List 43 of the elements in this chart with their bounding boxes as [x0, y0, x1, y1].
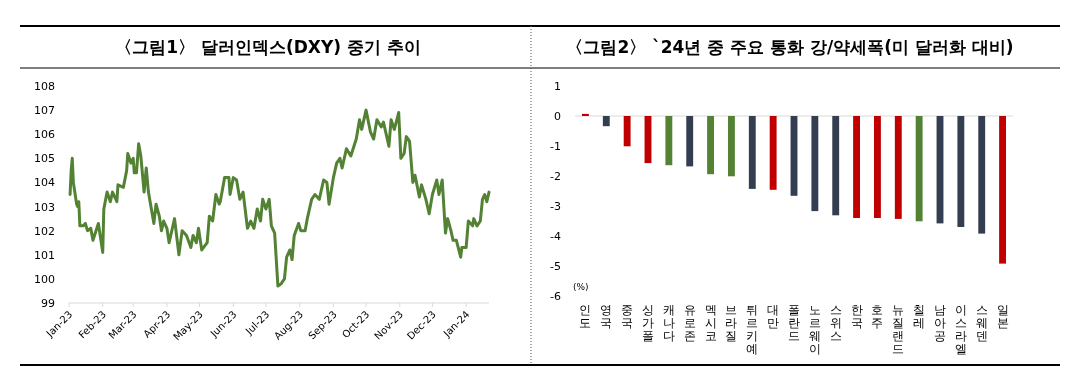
- x-tick-label: 캐나다: [662, 303, 675, 343]
- x-tick-label: 스위스: [829, 303, 842, 343]
- x-tick-label: 영국: [600, 303, 613, 330]
- y-tick-label: 104: [34, 176, 55, 190]
- y-axis-title: (%): [573, 282, 589, 292]
- x-tick-label: 폴란드: [788, 303, 800, 343]
- x-tick-label: 브라질: [725, 303, 738, 343]
- y-tick-label: 101: [34, 248, 55, 262]
- y-tick-label: -1: [550, 140, 561, 153]
- line-series: [68, 108, 491, 288]
- x-tick-label: 중국: [621, 303, 634, 330]
- y-tick-label: 1: [554, 80, 561, 93]
- chart-title: 〈그림1〉 달러인덱스(DXY) 중기 추이: [115, 37, 421, 57]
- y-tick-label: -2: [550, 170, 561, 183]
- y-tick-label: -6: [550, 290, 561, 303]
- x-tick-label: 튀르키예: [746, 303, 759, 356]
- y-tick-label: 102: [34, 224, 55, 238]
- y-tick-label: 105: [34, 152, 55, 166]
- x-tick-label: 인도: [579, 303, 592, 330]
- y-tick-label: 106: [34, 128, 55, 142]
- x-tick-label: 노르웨이: [808, 303, 821, 356]
- y-tick-label: 107: [34, 104, 55, 118]
- x-tick-label: 일본: [996, 303, 1009, 330]
- y-tick-label: 0: [554, 110, 561, 123]
- x-tick-label: 칠레: [913, 303, 926, 330]
- chart-title: 〈그림2〉 `24년 중 주요 통화 강/약세폭(미 달러화 대비): [566, 37, 1014, 57]
- y-tick-label: 103: [34, 200, 55, 214]
- y-tick-label: -5: [550, 260, 561, 273]
- y-tick-label: -4: [550, 230, 561, 243]
- x-tick-label: 뉴질랜드: [892, 303, 905, 356]
- x-tick-label: 스웨덴: [975, 303, 988, 343]
- x-tick-label: 남아공: [934, 303, 946, 343]
- x-tick-label: 한국: [850, 303, 863, 330]
- y-tick-label: 108: [34, 80, 55, 93]
- x-tick-label: 대만: [767, 303, 780, 330]
- y-tick-label: 99: [41, 297, 55, 310]
- x-tick-label: 유로존: [683, 303, 696, 343]
- x-tick-label: 싱가폴: [642, 303, 654, 343]
- y-tick-label: 100: [34, 272, 55, 286]
- x-tick-label: 호주: [871, 303, 884, 330]
- y-tick-label: -3: [550, 200, 561, 213]
- x-tick-label: 이스라엘: [954, 303, 967, 356]
- x-tick-label: 멕시코: [704, 303, 717, 343]
